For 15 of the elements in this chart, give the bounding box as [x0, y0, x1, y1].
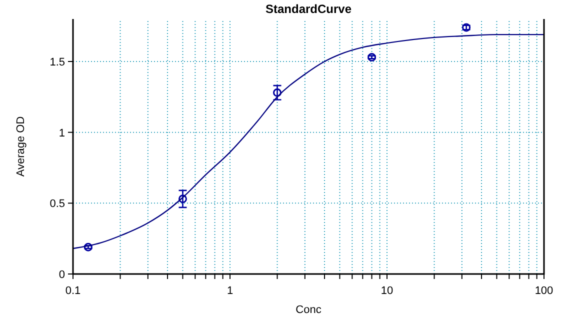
y-tick-label: 1: [58, 127, 65, 140]
y-tick-label: 0.5: [50, 198, 65, 210]
chart-title: StandardCurve: [265, 2, 352, 16]
point: [273, 88, 282, 97]
point: [84, 242, 92, 252]
x-tick-label: 100: [534, 285, 554, 297]
point: [178, 194, 187, 204]
point: [368, 53, 376, 62]
x-tick-label: 10: [380, 285, 394, 297]
y-axis-title: Average OD: [15, 116, 27, 177]
y-tick-label: 0: [58, 269, 65, 281]
x-axis-title: Conc: [296, 304, 322, 316]
x-tick-label: 0.1: [65, 285, 81, 297]
y-tick-label: 1.5: [50, 56, 65, 68]
x-tick-label: 1: [226, 285, 234, 297]
